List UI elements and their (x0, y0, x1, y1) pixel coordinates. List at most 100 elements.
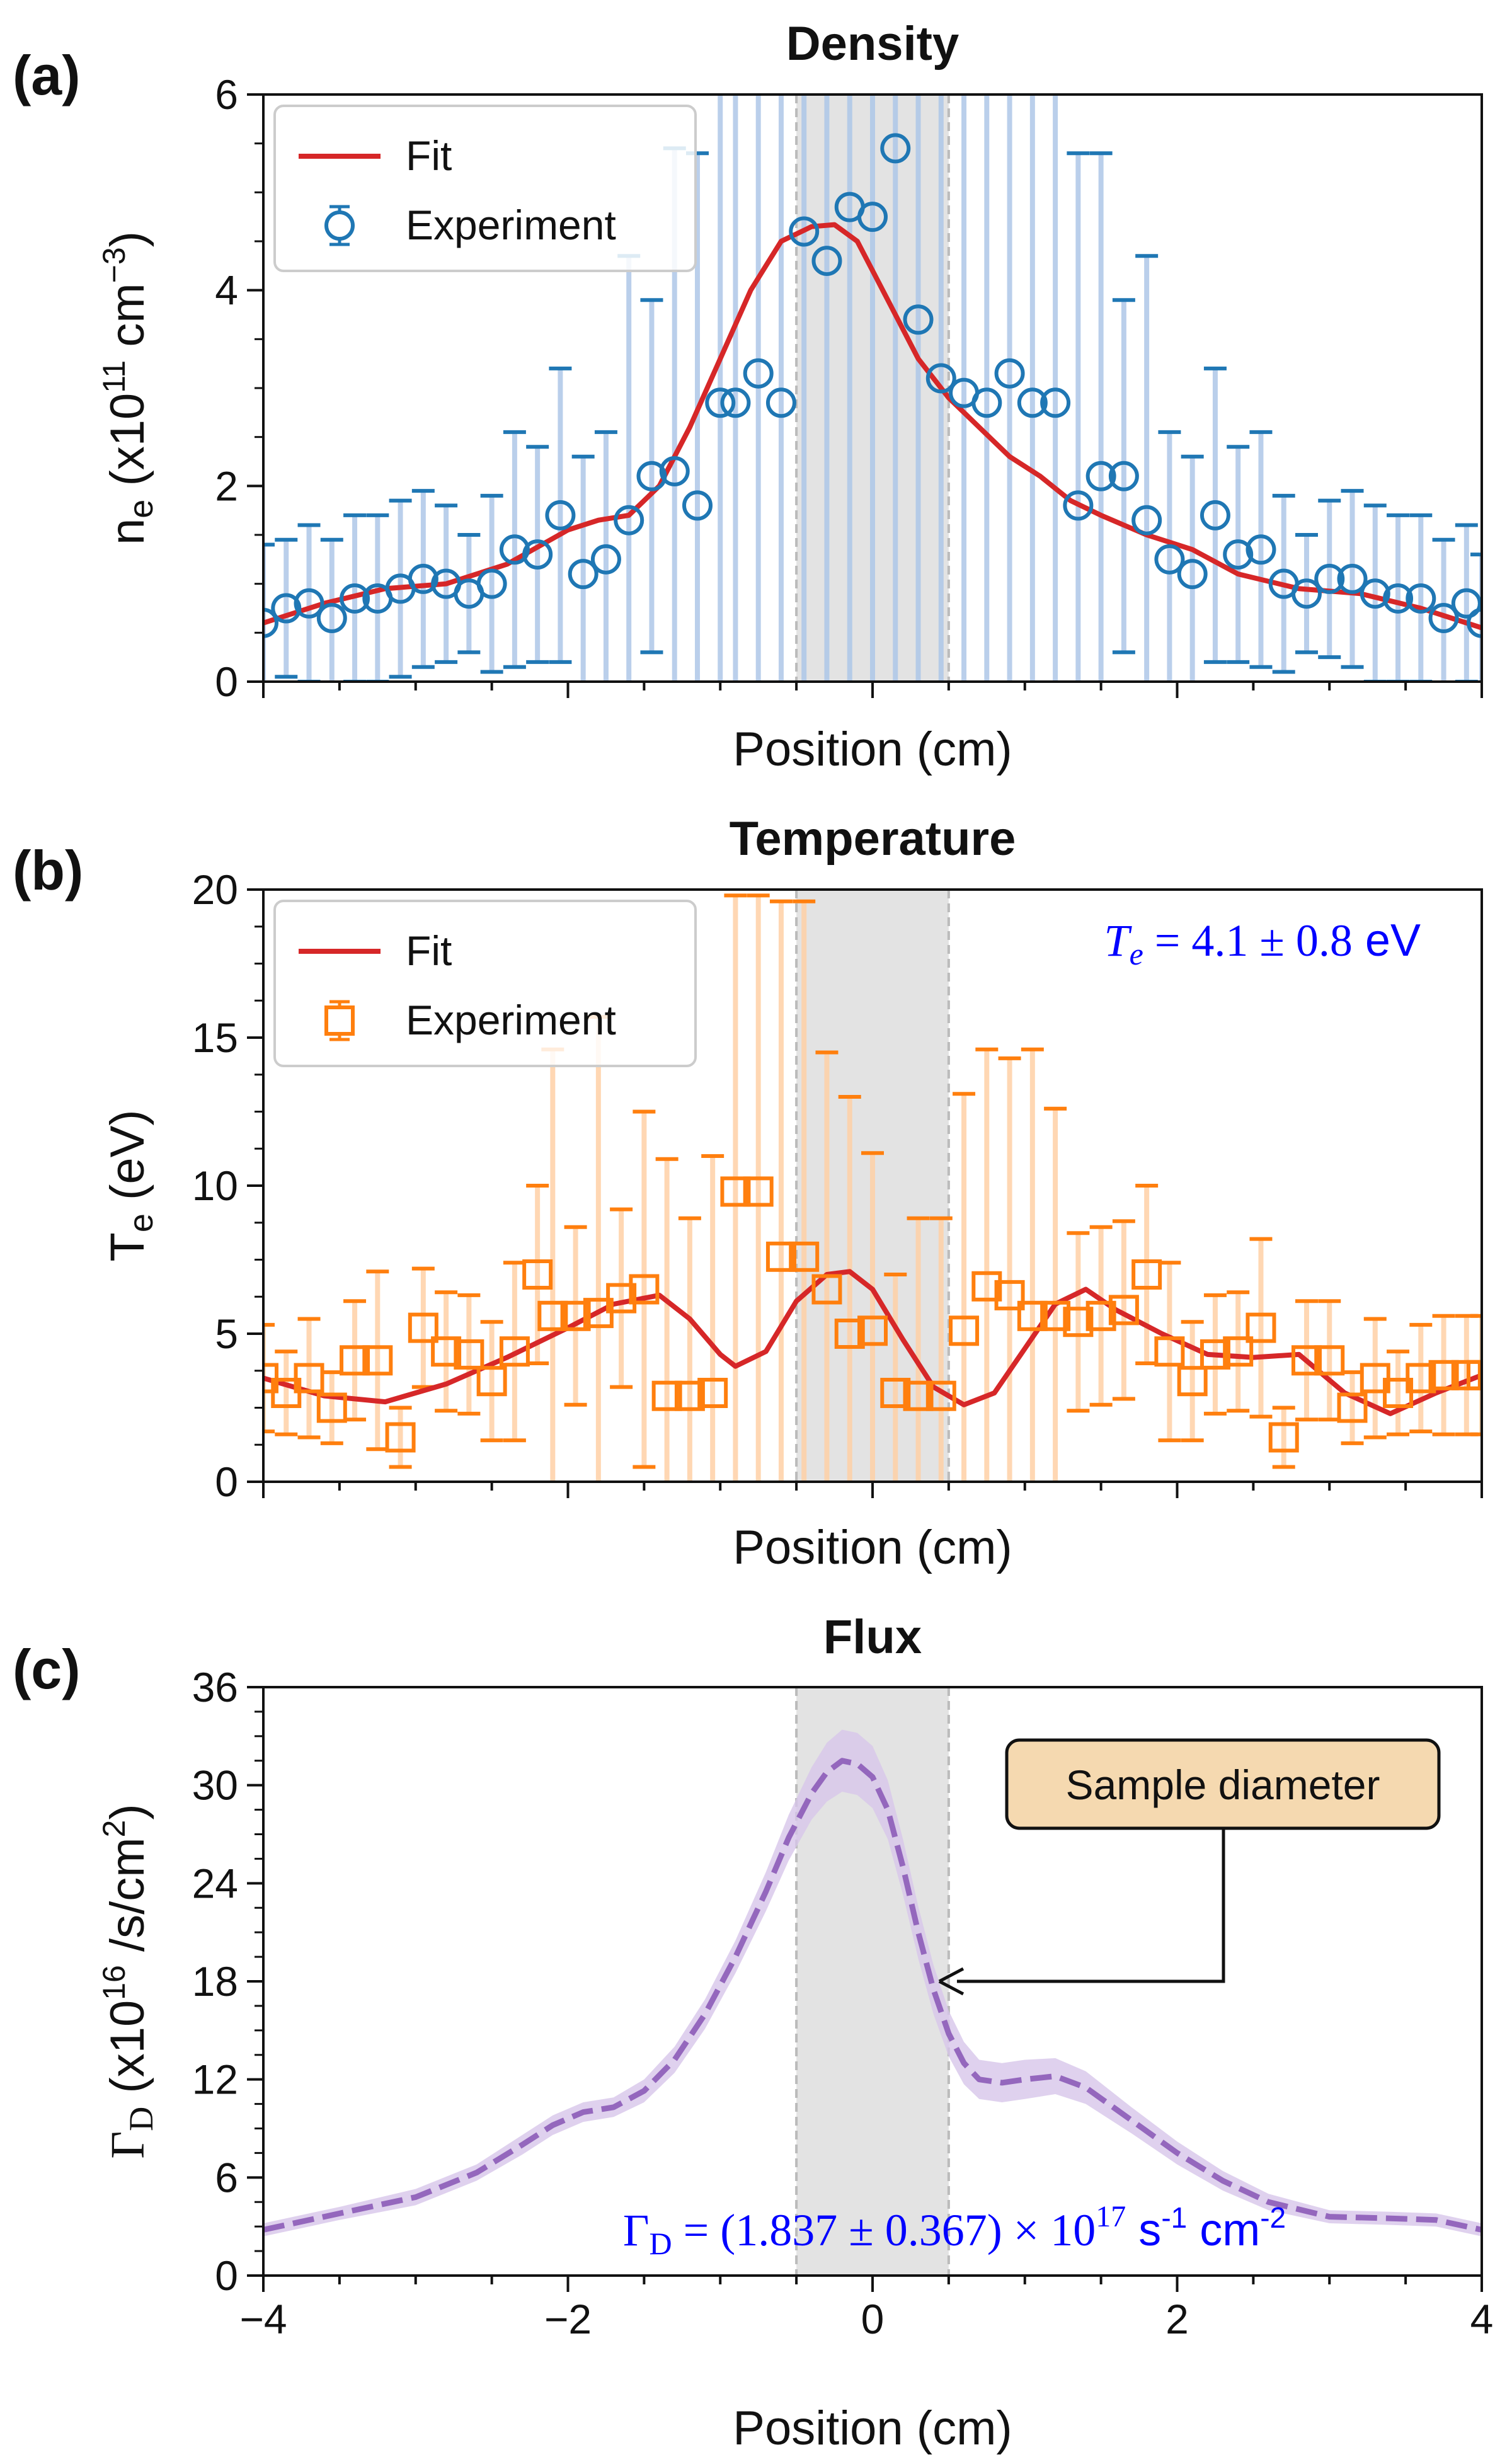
data-point (765, 387, 796, 418)
data-point (1108, 1295, 1139, 1326)
legend-label-experiment: Experiment (406, 202, 616, 248)
data-point (1291, 1345, 1322, 1376)
callout-label: Sample diameter (1066, 1761, 1380, 1808)
chart-title: Density (786, 17, 959, 71)
data-point (1428, 1360, 1459, 1390)
data-point (1291, 578, 1322, 609)
data-point (522, 539, 553, 570)
data-point (1337, 563, 1368, 594)
data-point (614, 505, 644, 536)
data-point (1177, 559, 1208, 590)
y-tick-label: 0 (215, 2252, 238, 2299)
data-point (294, 588, 324, 619)
y-tick-label: 6 (215, 2154, 238, 2201)
y-tick-label: 0 (215, 658, 238, 705)
y-tick-label: 20 (192, 866, 238, 913)
data-point (606, 1283, 637, 1314)
data-point (1314, 563, 1345, 594)
legend-label-fit: Fit (406, 132, 452, 179)
data-point (294, 1363, 324, 1394)
y-axis-label: Te (eV) (101, 1109, 160, 1261)
legend-label-fit: Fit (406, 927, 452, 974)
y-tick-label: 10 (192, 1162, 238, 1209)
data-point (1406, 583, 1436, 614)
data-point (629, 1274, 660, 1305)
data-point (340, 583, 370, 614)
data-point (545, 500, 576, 530)
legend-marker (324, 1005, 355, 1036)
chart-title: Flux (823, 1610, 922, 1664)
data-point (720, 1176, 751, 1207)
data-point (271, 593, 302, 624)
data-point (674, 1380, 705, 1411)
data-point (1131, 1259, 1162, 1290)
data-point (880, 133, 911, 164)
data-point (499, 1336, 530, 1367)
y-tick-label: 36 (192, 1664, 238, 1710)
panel-label: (c) (13, 1638, 81, 1700)
data-point (1063, 1307, 1094, 1337)
data-point (743, 358, 774, 389)
legend: Fit Experiment (273, 900, 697, 1067)
x-axis-label: Position (cm) (733, 723, 1012, 776)
plot-area (263, 890, 1482, 1482)
flux-annotation: ΓD = (1.837 ± 0.367) × 1017 s-1 cm-2 (623, 2200, 1286, 2261)
data-point (1383, 583, 1414, 614)
data-point (765, 1241, 796, 1272)
y-tick-label: 2 (215, 462, 238, 509)
data-point (1200, 1339, 1230, 1370)
data-point (857, 202, 888, 232)
data-point (1360, 578, 1390, 609)
data-point (834, 1319, 865, 1349)
data-point (476, 1366, 507, 1397)
data-point (925, 1380, 956, 1411)
data-point (994, 358, 1025, 389)
y-tick-label: 12 (192, 2056, 238, 2103)
data-point (903, 304, 934, 335)
data-point (636, 461, 667, 491)
data-point (590, 544, 621, 575)
y-tick-label: 4 (215, 267, 238, 314)
flux-line (263, 1758, 1482, 2233)
y-tick-label: 6 (215, 71, 238, 118)
data-point (949, 1315, 980, 1346)
callout-arrow-head (938, 1967, 965, 1996)
panel-label: (b) (13, 839, 83, 902)
legend-marker (324, 210, 355, 241)
data-point (568, 559, 598, 590)
data-point (697, 1378, 728, 1408)
data-point (659, 456, 690, 487)
data-point (1451, 1360, 1482, 1390)
x-tick-label: 4 (1470, 2296, 1494, 2342)
data-point (971, 387, 1002, 418)
panel-2: 0 5 10 15 20 Temperature (b) Position (cm) Te (e… (13, 812, 1483, 1574)
data-point (811, 1274, 842, 1305)
y-tick-label: 0 (215, 1458, 238, 1505)
data-point (1314, 1345, 1345, 1376)
data-point (1406, 1363, 1436, 1394)
data-point (925, 363, 956, 394)
data-point (537, 1300, 568, 1331)
data-point (651, 1380, 682, 1411)
data-point (316, 603, 347, 634)
y-tick-label: 5 (215, 1310, 238, 1357)
data-point (1108, 461, 1139, 491)
data-point (1017, 387, 1048, 418)
y-tick-label: 15 (192, 1014, 238, 1061)
data-point (994, 1280, 1025, 1310)
y-tick-label: 30 (192, 1762, 238, 1809)
legend-frame (273, 900, 697, 1067)
fit-line (263, 1269, 1482, 1416)
data-point (903, 1380, 934, 1411)
legend: Fit Experiment (273, 105, 697, 272)
data-point (682, 490, 713, 521)
panel-1: 0 2 4 6 Density (a) Position (cm) ne (x1011 cm−… (13, 17, 1483, 776)
data-point (1085, 461, 1116, 491)
data-point (857, 1315, 888, 1346)
data-point (1085, 1300, 1116, 1331)
data-point (789, 216, 820, 247)
data-point (1467, 607, 1482, 638)
data-point (789, 1241, 820, 1272)
y-tick-label: 18 (192, 1958, 238, 2005)
